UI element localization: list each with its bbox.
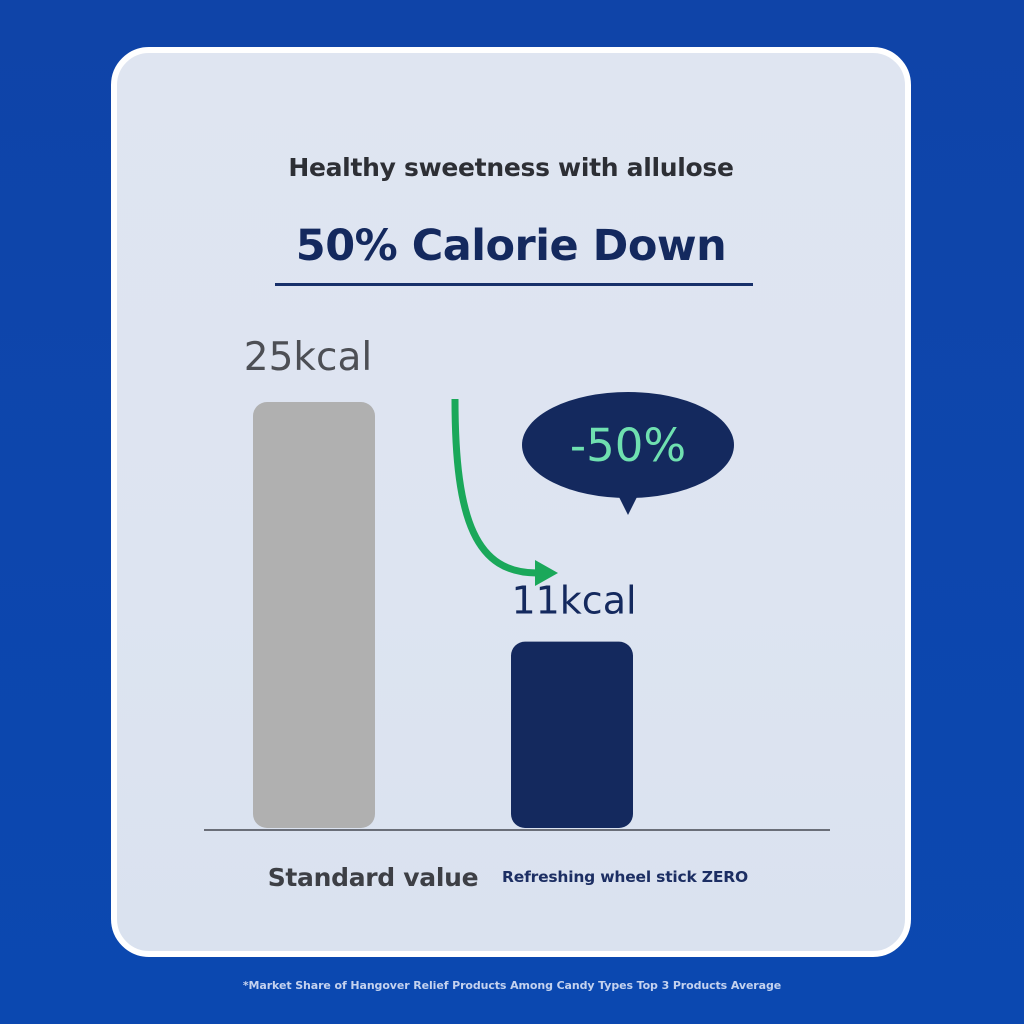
- chart-card: Healthy sweetness with allulose 50% Calo…: [111, 47, 911, 957]
- footnote: *Market Share of Hangover Relief Product…: [242, 979, 782, 992]
- bar-chart: 25kcal 11kcal -50%: [204, 335, 830, 831]
- title-underline: [275, 283, 753, 286]
- reduction-bubble: -50%: [522, 392, 734, 515]
- reduction-arrow-head: [535, 560, 558, 586]
- reduction-arrow-curve: [451, 398, 538, 577]
- chart-subtitle: Healthy sweetness with allulose: [288, 153, 734, 182]
- bar-standard-value: [253, 402, 375, 828]
- category-label-standard: Standard value: [267, 863, 479, 892]
- value-label-standard: 25kcal: [244, 335, 372, 380]
- bar-refreshing-wheel-stick-zero: [511, 641, 633, 828]
- value-label-zero: 11kcal: [511, 579, 636, 623]
- reduction-percent-label: -50%: [570, 419, 686, 472]
- chart-title: 50% Calorie Down: [295, 221, 727, 271]
- category-label-zero: Refreshing wheel stick ZERO: [502, 868, 748, 886]
